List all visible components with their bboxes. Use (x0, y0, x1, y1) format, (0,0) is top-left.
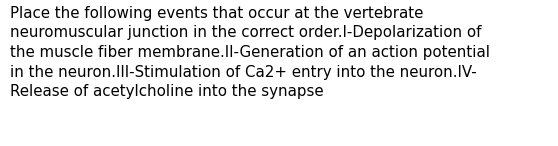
Text: Place the following events that occur at the vertebrate
neuromuscular junction i: Place the following events that occur at… (10, 6, 490, 99)
